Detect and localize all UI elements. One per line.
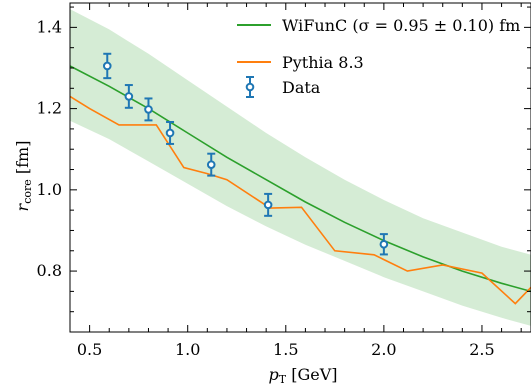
pythia-line bbox=[69, 95, 531, 305]
data-point bbox=[263, 192, 273, 217]
data-point bbox=[124, 84, 134, 109]
y-axis: 0.8 1.0 1.2 1.4 bbox=[37, 6, 531, 333]
x-axis-label: pT [GeV] bbox=[269, 365, 338, 386]
data-point bbox=[206, 152, 216, 177]
x-tick-label: 1.0 bbox=[175, 340, 200, 359]
x-tick-label: 2.0 bbox=[371, 340, 396, 359]
data-point bbox=[144, 97, 153, 122]
legend: WiFunC (σ = 0.95 ± 0.10) fm Pythia 8.3 D… bbox=[237, 16, 520, 98]
plot-frame bbox=[69, 2, 531, 333]
data-marker bbox=[263, 200, 273, 210]
legend-data-label: Data bbox=[282, 78, 321, 97]
uncertainty-band bbox=[70, 9, 531, 326]
data-marker bbox=[102, 61, 112, 71]
data-marker bbox=[124, 92, 134, 101]
x-tick-label: 1.5 bbox=[273, 340, 298, 359]
data-marker bbox=[144, 105, 153, 114]
data-point bbox=[165, 121, 175, 145]
x-tick-label: 0.5 bbox=[77, 340, 102, 359]
data-marker bbox=[165, 128, 175, 138]
y-axis-label: rcore [fm] bbox=[13, 141, 34, 212]
data-points bbox=[102, 52, 389, 256]
y-tick-label: 1.2 bbox=[37, 99, 62, 118]
x-axis: 0.5 1.0 1.5 2.0 2.5 bbox=[77, 3, 522, 359]
data-point bbox=[102, 52, 112, 80]
data-marker bbox=[379, 239, 389, 249]
plot-layers bbox=[69, 9, 531, 326]
data-marker bbox=[206, 160, 216, 169]
legend-wifunc-label: WiFunC (σ = 0.95 ± 0.10) fm bbox=[282, 16, 520, 35]
x-tick-label: 2.5 bbox=[469, 340, 494, 359]
legend-pythia-label: Pythia 8.3 bbox=[282, 53, 364, 72]
y-tick-label: 0.8 bbox=[37, 261, 62, 280]
y-tick-label: 1.4 bbox=[37, 17, 62, 36]
y-tick-label: 1.0 bbox=[37, 180, 62, 199]
data-point bbox=[379, 233, 389, 256]
legend-data-marker bbox=[245, 76, 255, 98]
